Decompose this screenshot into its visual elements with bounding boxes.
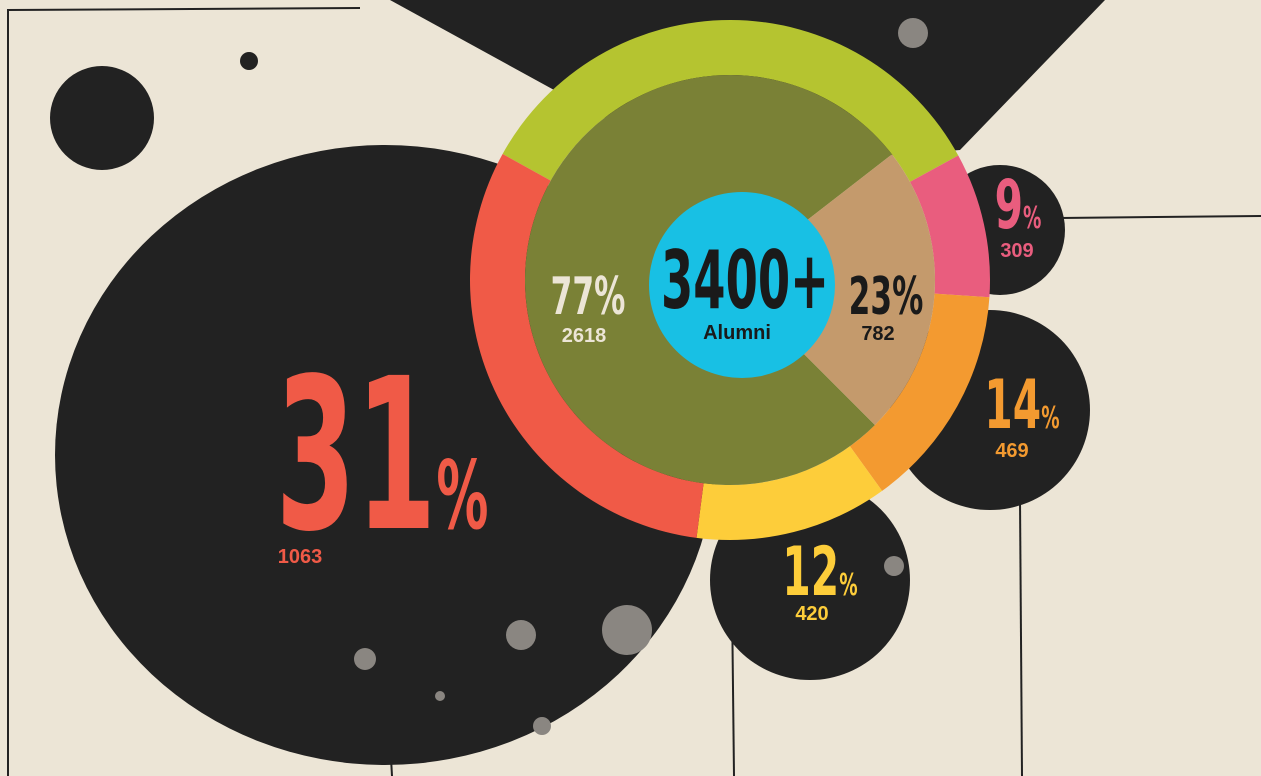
percent-sign: %: [436, 440, 488, 550]
percent-label: 23%: [849, 267, 924, 328]
center-label: Alumni: [703, 322, 771, 344]
percent-number: 14: [984, 366, 1041, 445]
percent-label: 77%: [551, 267, 626, 328]
percent-sign: %: [1023, 200, 1041, 235]
percent-number: 12: [782, 533, 839, 612]
percent-number: 9: [995, 166, 1023, 245]
count-label: 782: [861, 323, 894, 345]
infographic: 9% 309 14% 469 12% 420 31% 1063 77%2618 23%782 340…: [0, 0, 1261, 776]
count-label: 2618: [562, 325, 607, 347]
count-label: 469: [995, 440, 1028, 462]
percent-number: 31: [276, 333, 437, 577]
percent-sign: %: [1041, 400, 1059, 435]
count-label: 420: [795, 603, 828, 625]
percent-sign: %: [839, 567, 857, 602]
center-value: 3400+: [661, 235, 829, 328]
count-label: 1063: [278, 546, 323, 568]
count-label: 309: [1000, 240, 1033, 262]
